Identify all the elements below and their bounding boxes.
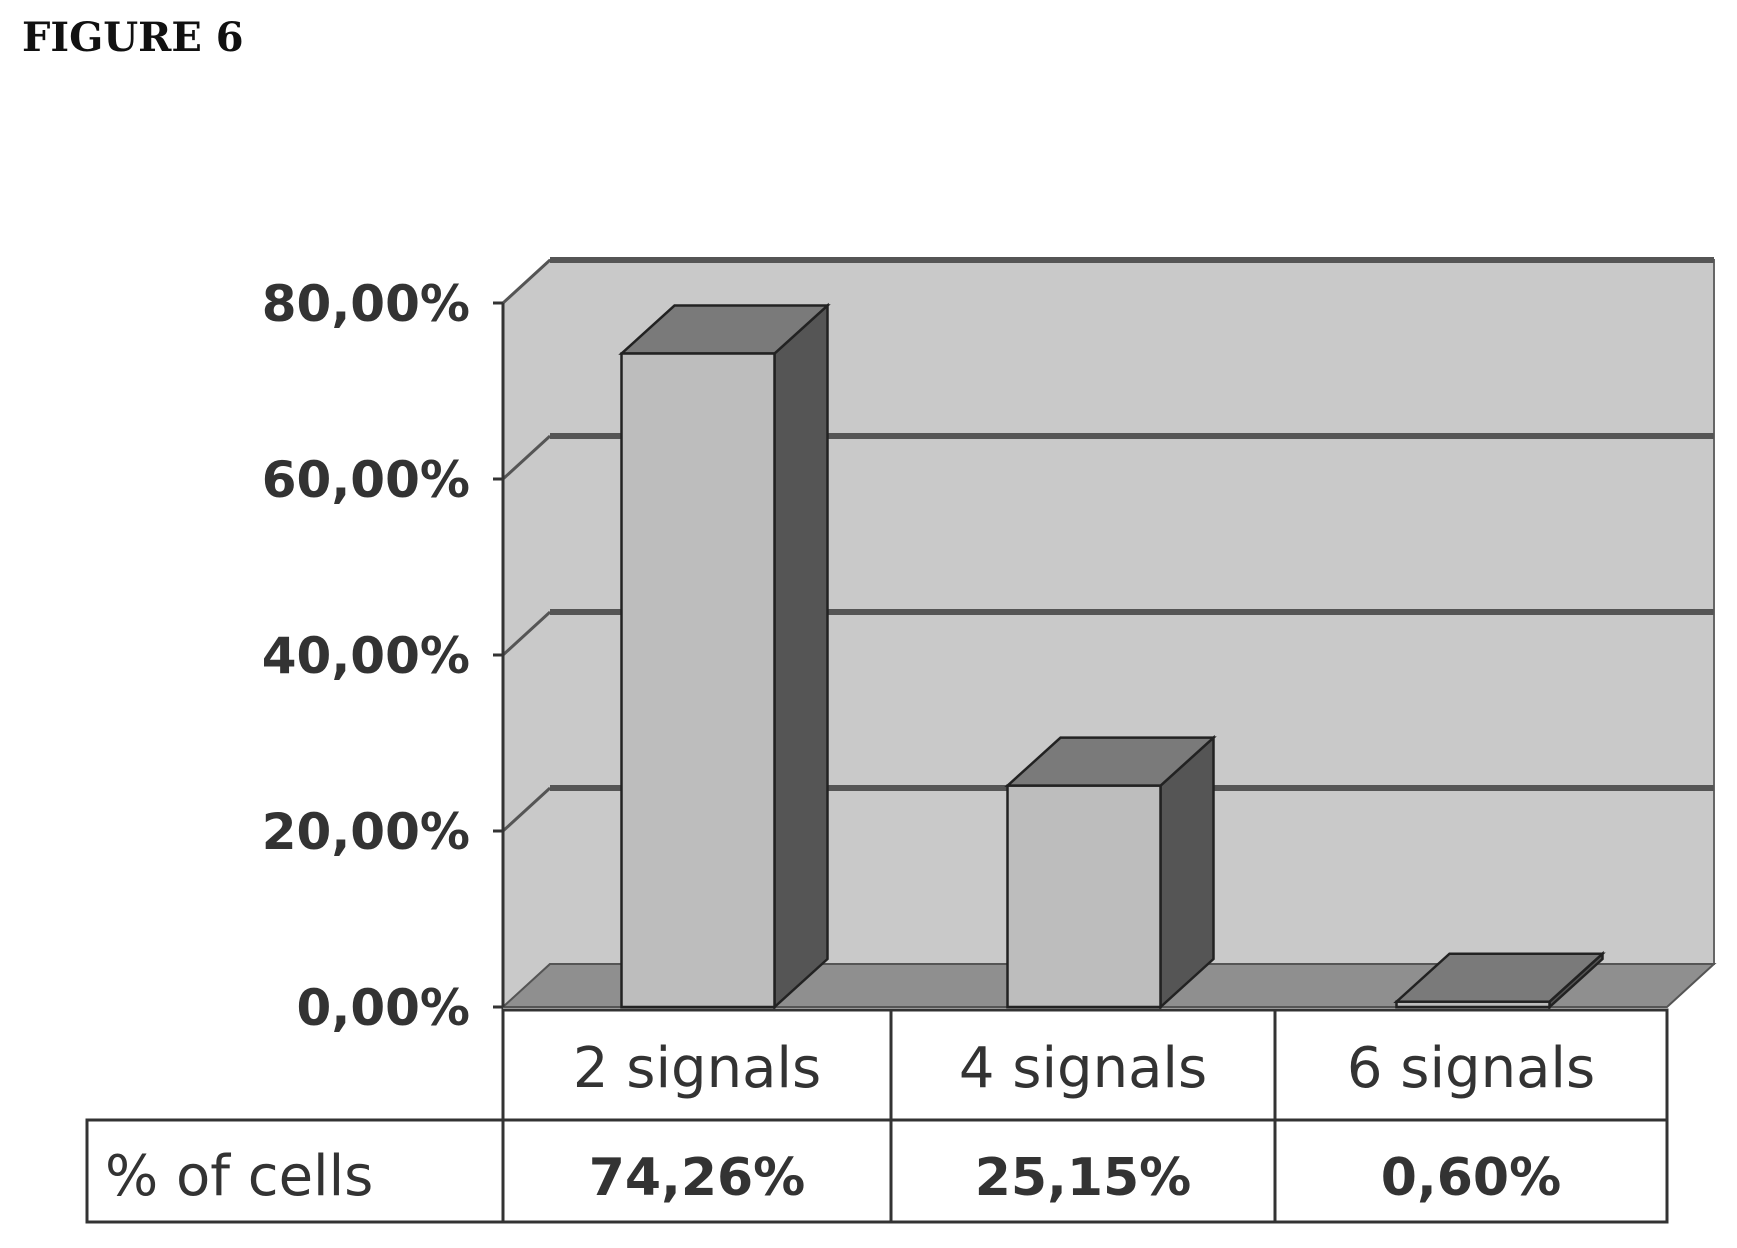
y-tick-label: 80,00% — [262, 275, 470, 333]
bar-front — [620, 352, 776, 1009]
y-tick-label: 0,00% — [297, 979, 470, 1037]
y-tick-label: 40,00% — [262, 627, 470, 685]
bars — [618, 302, 1606, 1010]
data-table: 2 signals 4 signals 6 signals % of cells 74,… — [85, 1008, 1669, 1224]
gridline-depth — [501, 786, 552, 833]
gridline-depth — [501, 258, 552, 305]
figure-label: FIGURE 6 — [22, 14, 244, 61]
y-axis: 0,00% 20,00% 40,00% 60,00% 80,00% — [262, 275, 505, 1037]
x-category-label: 4 signals — [959, 1036, 1207, 1101]
table-value-row — [85, 1118, 1669, 1224]
x-category-label: 2 signals — [573, 1036, 821, 1101]
bar-front — [1006, 784, 1162, 1009]
bar-front — [1395, 1000, 1551, 1009]
bar-1 — [618, 302, 831, 1010]
x-category-label: 6 signals — [1347, 1036, 1595, 1101]
series-row-label: % of cells — [105, 1144, 373, 1209]
bar-side — [773, 302, 829, 1010]
y-tick-label: 20,00% — [262, 803, 470, 861]
bar-3 — [1393, 950, 1606, 1010]
gridline-depth — [501, 434, 552, 481]
bar-2 — [1004, 734, 1217, 1010]
data-value-label: 0,60% — [1381, 1148, 1561, 1208]
y-tick-label: 60,00% — [262, 451, 470, 509]
data-value-label: 25,15% — [975, 1148, 1192, 1208]
data-value-label: 74,26% — [589, 1148, 806, 1208]
gridline-depth — [501, 610, 552, 657]
